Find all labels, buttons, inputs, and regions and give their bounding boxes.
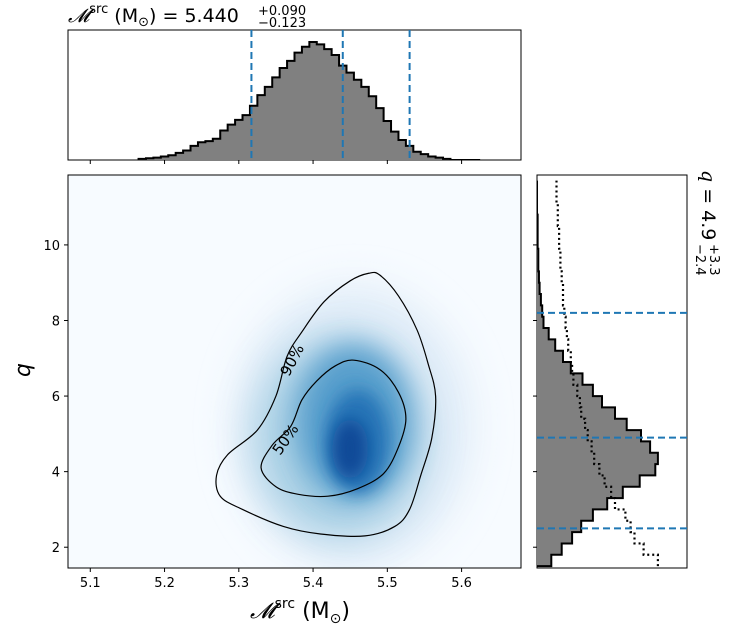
right-hist-outline [537, 180, 659, 568]
top-title-lower: −0.123 [258, 16, 306, 31]
density-blob-4 [332, 418, 369, 479]
right-y-ticks [533, 244, 537, 548]
right-side-label: q = 4.9 +3.3 −2.4 [692, 170, 721, 276]
y-axis-label: q [11, 363, 36, 377]
contour-50% [260, 359, 407, 498]
right-prior-line [555, 180, 659, 567]
x-axis-label: 𝓜src (M⊙) [250, 596, 350, 627]
right-marginal-panel [533, 174, 688, 569]
right-hist-fill [537, 180, 658, 567]
y-tick-label: 2 [52, 541, 60, 556]
y-tick-label: 10 [43, 239, 60, 254]
top-x-ticks [89, 160, 463, 164]
side-label-variable: q [697, 170, 719, 182]
x-tick-label: 5.5 [377, 576, 398, 591]
x-tick-label: 5.6 [451, 576, 472, 591]
y-tick-label: 8 [52, 314, 60, 329]
top-marginal-panel [67, 29, 522, 164]
right-histogram [537, 180, 659, 568]
top-title-upper: +0.090 [258, 4, 306, 19]
x-tick-label: 5.4 [303, 576, 324, 591]
y-tick-label: 4 [52, 466, 60, 481]
top-hist-outline [137, 41, 481, 160]
y-axis-ticks: 2 4 6 8 10 [43, 239, 68, 556]
x-tick-label: 5.1 [80, 576, 101, 591]
right-quantile-lines [537, 311, 687, 530]
density-heatmap [235, 286, 472, 567]
top-histogram [137, 41, 481, 160]
credible-contours [215, 271, 437, 537]
x-axis-ticks: 5.1 5.2 5.3 5.4 5.5 5.6 [80, 568, 472, 591]
svg-text:q = 4.9: q = 4.9 [697, 170, 719, 240]
joint-panel-frame [67, 174, 522, 569]
right-prior-curve [555, 180, 659, 567]
contour-90% [215, 271, 437, 537]
side-label-value: 4.9 [697, 210, 719, 240]
side-label-upper: +3.3 [706, 244, 721, 276]
y-tick-label: 6 [52, 390, 60, 405]
x-tick-label: 5.2 [154, 576, 175, 591]
x-tick-label: 5.3 [228, 576, 249, 591]
top-panel-title: 𝓜src (M⊙) = 5.440 [68, 2, 239, 30]
side-label-lower: −2.4 [692, 244, 707, 276]
